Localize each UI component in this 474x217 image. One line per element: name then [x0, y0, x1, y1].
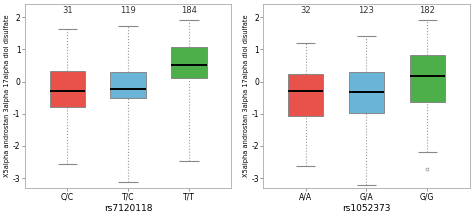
Bar: [349, 72, 384, 113]
Bar: [110, 72, 146, 98]
Text: 32: 32: [301, 6, 311, 15]
Text: 123: 123: [358, 6, 374, 15]
Text: 119: 119: [120, 6, 136, 15]
Y-axis label: X5alpha androstan 3alpha 17alpha diol disulfate: X5alpha androstan 3alpha 17alpha diol di…: [243, 15, 248, 177]
Bar: [410, 55, 445, 102]
Bar: [171, 47, 207, 78]
Text: 184: 184: [181, 6, 197, 15]
Bar: [288, 74, 323, 116]
Bar: [50, 71, 85, 107]
Text: 31: 31: [62, 6, 73, 15]
X-axis label: rs1052373: rs1052373: [342, 204, 391, 213]
Text: 182: 182: [419, 6, 435, 15]
Y-axis label: X5alpha androstan 3alpha 17alpha diol disulfate: X5alpha androstan 3alpha 17alpha diol di…: [4, 15, 10, 177]
X-axis label: rs7120118: rs7120118: [104, 204, 152, 213]
